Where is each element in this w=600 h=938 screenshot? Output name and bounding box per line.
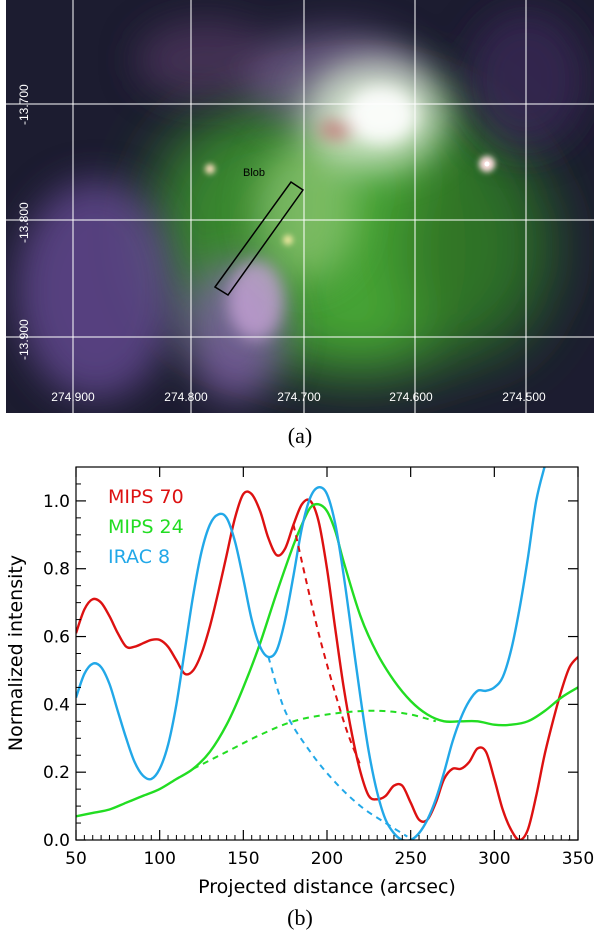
dashed-series-line-4 <box>192 709 437 770</box>
ra-label: 274.600 <box>389 390 433 404</box>
legend-entry: MIPS 24 <box>108 516 184 538</box>
y-tick-label: 1.0 <box>43 492 70 512</box>
x-tick-label: 50 <box>65 849 87 869</box>
ra-label: 274.500 <box>502 390 546 404</box>
series-line-2 <box>76 467 546 840</box>
caption-b: (b) <box>287 905 313 930</box>
x-tick-label: 300 <box>478 849 510 869</box>
blob-box <box>213 180 305 297</box>
legend-entry: MIPS 70 <box>108 486 184 508</box>
dec-label: -13.700 <box>17 84 31 125</box>
x-tick-label: 350 <box>562 849 594 869</box>
x-tick-label: 150 <box>227 849 259 869</box>
y-tick-label: 0.2 <box>43 763 70 783</box>
infrared-composite-image: Blob -13.700 -13.800 -13.900 274.900 274… <box>6 0 594 413</box>
dec-label: -13.800 <box>17 202 31 243</box>
dec-label: -13.900 <box>17 319 31 360</box>
y-tick-label: 0.6 <box>43 628 70 648</box>
x-tick-label: 250 <box>394 849 426 869</box>
caption-a: (a) <box>287 423 313 448</box>
x-axis-title: Projected distance (arcsec) <box>198 876 456 898</box>
legend-entry: IRAC 8 <box>108 546 170 568</box>
x-tick-label: 100 <box>143 849 175 869</box>
blob-label: Blob <box>243 167 265 179</box>
ra-label: 274.800 <box>164 390 208 404</box>
dashed-series-line-5 <box>267 656 408 838</box>
series-line-0 <box>76 490 578 840</box>
series-line-1 <box>76 502 578 818</box>
y-tick-label: 0.0 <box>43 831 70 851</box>
y-axis-title: Normalized intensity <box>5 555 27 751</box>
y-tick-label: 0.4 <box>43 695 70 715</box>
intensity-profile-chart: 50 100 150 200 250 300 350 0.0 0.2 0.4 0.6 0.8 1.0 M… <box>5 466 594 898</box>
ra-label: 274.700 <box>277 390 321 404</box>
x-tick-label: 200 <box>311 849 343 869</box>
y-tick-label: 0.8 <box>43 560 70 580</box>
ra-label: 274.900 <box>51 390 95 404</box>
dashed-series-line-3 <box>292 524 362 766</box>
